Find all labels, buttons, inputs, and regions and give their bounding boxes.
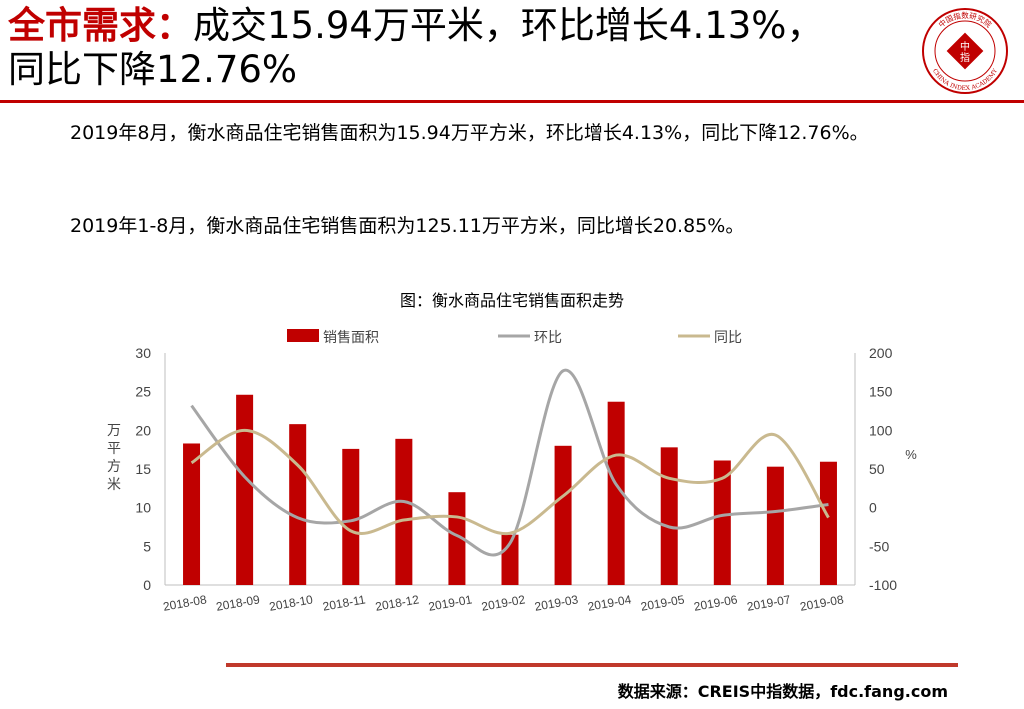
y-right-tick-label: -50 xyxy=(869,538,889,554)
paragraph-2: 2019年1-8月，衡水商品住宅销售面积为125.11万平方米，同比增长20.8… xyxy=(70,215,745,237)
y-right-tick-label: 100 xyxy=(869,422,893,438)
logo-center-text2: 指 xyxy=(960,51,970,64)
bar-2018-12 xyxy=(395,438,413,585)
bar-2019-03 xyxy=(554,445,572,585)
title-line2: 同比下降12.76% xyxy=(8,48,298,91)
bar-2018-10 xyxy=(289,424,307,585)
logo-center-text: 中 xyxy=(960,40,970,53)
paragraph-1: 2019年8月，衡水商品住宅销售面积为15.94万平方米，环比增长4.13%，同… xyxy=(70,122,869,144)
x-tick-label: 2019-02 xyxy=(480,592,526,613)
china-index-academy-logo: 中 指 中国指数研究院 CHINA INDEX ACADEMY xyxy=(922,8,1008,94)
title-divider xyxy=(0,100,1024,103)
y-left-axis-label: 方 xyxy=(107,459,121,475)
x-tick-label: 2019-04 xyxy=(587,592,633,613)
legend-label-1: 环比 xyxy=(534,330,562,346)
y-right-tick-label: 150 xyxy=(869,384,893,400)
chart-title: 图：衡水商品住宅销售面积走势 xyxy=(399,291,624,310)
y-right-tick-label: 0 xyxy=(869,500,877,516)
y-right-tick-label: -100 xyxy=(869,577,897,593)
y-left-axis-label: 米 xyxy=(107,477,121,493)
x-tick-label: 2019-08 xyxy=(799,592,845,613)
y-left-tick-label: 15 xyxy=(135,461,151,477)
bar-2018-09 xyxy=(236,394,254,585)
y-left-axis-label: 万 xyxy=(107,423,121,439)
bar-2019-04 xyxy=(607,401,625,585)
bar-2018-11 xyxy=(342,448,360,585)
bar-2019-05 xyxy=(660,447,678,585)
x-tick-label: 2019-07 xyxy=(746,592,792,613)
y-left-axis-label: 平 xyxy=(107,441,121,457)
x-tick-label: 2018-11 xyxy=(322,592,367,613)
bar-2019-07 xyxy=(766,466,784,585)
legend-swatch-0 xyxy=(287,329,319,342)
x-tick-label: 2019-06 xyxy=(693,592,739,613)
line-series-1 xyxy=(190,368,829,557)
x-tick-label: 2018-08 xyxy=(162,592,208,613)
x-tick-label: 2018-09 xyxy=(215,592,261,613)
line-series-2 xyxy=(190,428,830,536)
y-left-tick-label: 5 xyxy=(143,538,151,554)
y-right-tick-label: 50 xyxy=(869,461,885,477)
bar-2019-06 xyxy=(713,460,731,585)
title-line1: 成交15.94万平米，环比增长4.13%， xyxy=(193,4,824,47)
y-left-tick-label: 10 xyxy=(135,500,151,516)
y-left-tick-label: 20 xyxy=(135,422,151,438)
y-left-tick-label: 0 xyxy=(143,577,151,593)
y-right-tick-label: 200 xyxy=(869,345,893,361)
y-left-tick-label: 30 xyxy=(135,345,151,361)
legend-label-0: 销售面积 xyxy=(323,330,379,346)
legend-label-2: 同比 xyxy=(714,330,742,346)
bar-2018-08 xyxy=(183,443,201,585)
page-title: 全市需求：成交15.94万平米，环比增长4.13%， 同比下降12.76% xyxy=(8,4,908,92)
data-source: 数据来源：CREIS中指数据，fdc.fang.com xyxy=(617,682,948,701)
bar-2019-08 xyxy=(819,461,837,585)
x-tick-label: 2018-10 xyxy=(268,592,314,613)
x-tick-label: 2019-05 xyxy=(640,592,686,613)
title-highlight: 全市需求： xyxy=(8,4,193,47)
x-tick-label: 2019-03 xyxy=(533,592,579,613)
y-right-axis-label: % xyxy=(905,447,917,462)
x-tick-label: 2018-12 xyxy=(374,592,420,613)
x-tick-label: 2019-01 xyxy=(427,592,473,613)
footer-divider xyxy=(226,663,958,667)
y-left-tick-label: 25 xyxy=(135,384,151,400)
